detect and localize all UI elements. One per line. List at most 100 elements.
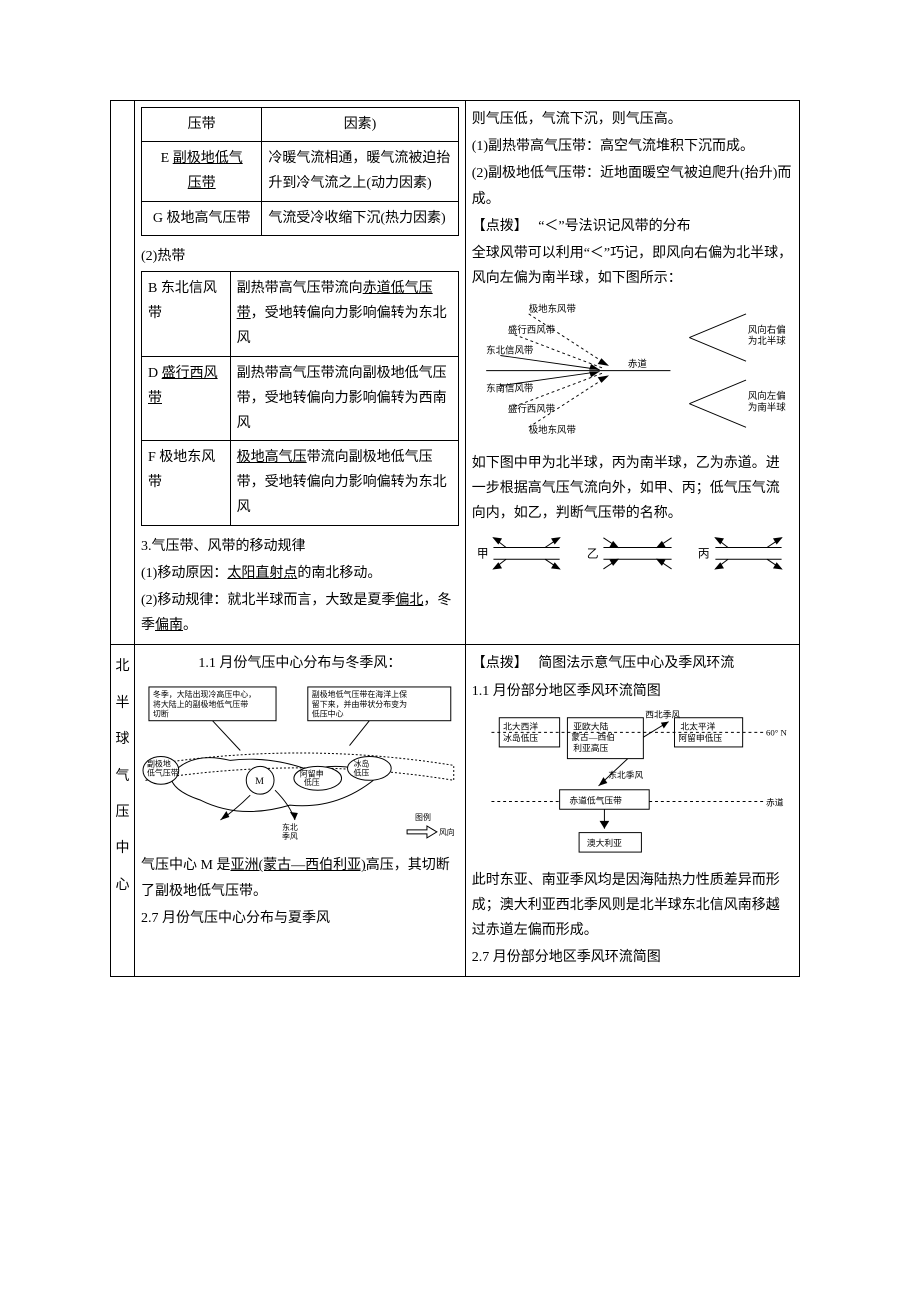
mv1-b: 的南北移动。 (297, 566, 381, 581)
rb-tip-title: 【点拨】 简图法示意气压中心及季风环流 (472, 651, 793, 676)
wd-equator: 赤道 (628, 358, 647, 370)
svg-text:冰岛低压: 冰岛低压 (503, 732, 538, 743)
pb-r2-u: 副极地低气 (173, 151, 243, 166)
cell-right-bottom: 【点拨】 简图法示意气压中心及季风环流 1.1 月份部分地区季风环流简图 北大西… (465, 645, 799, 977)
svg-text:极地东风带: 极地东风带 (528, 303, 575, 315)
lb-p2: 2.7 月份气压中心分布与夏季风 (141, 906, 459, 931)
svg-text:澳大利亚: 澳大利亚 (587, 837, 622, 848)
svg-text:低气压带: 低气压带 (147, 767, 179, 777)
rt-p2: (1)副热带高气压带：高空气流堆积下沉而成。 (472, 134, 793, 159)
row-pressure-wind: 压带 因素) E 副极地低气压带 冷暖气流相通，暖气流被迫抬升到冷气流之上(动力… (111, 101, 800, 645)
svg-text:乙: 乙 (587, 547, 599, 560)
rb-sub1: 1.1 月份部分地区季风环流简图 (472, 679, 793, 704)
wb-r1-a: 副热带高气压带流向 (237, 281, 363, 296)
cell-left-top: 压带 因素) E 副极地低气压带 冷暖气流相通，暖气流被迫抬升到冷气流之上(动力… (135, 101, 466, 645)
move-line2: (2)移动规律：就北半球而言，大致是夏季偏北，冬季偏南。 (141, 588, 459, 638)
mv1-a: (1)移动原因： (141, 566, 227, 581)
wb-r2-desc: 副热带高气压带流向副极地低气压带，受地转偏向力影响偏转为西南风 (230, 356, 458, 441)
rt-tip-body: 全球风带可以利用“＜”巧记，即风向右偏为北半球，风向左偏为南半球，如下图所示： (472, 241, 793, 291)
wb-r1-b: ，受地转偏向力影响偏转为东北风 (237, 306, 447, 346)
side-text: 北半球气压中心 (116, 659, 130, 892)
svg-text:图例: 图例 (415, 812, 431, 822)
side-label: 北半球气压中心 (111, 645, 135, 977)
winter-map-diagram: 冬季，大陆出现冷高压中心， 将大陆上的副极地低气压带 切断 副极地低气压带在海洋… (141, 681, 459, 850)
svg-text:盛行西风带: 盛行西风带 (508, 324, 555, 336)
outer-table: 压带 因素) E 副极地低气压带 冷暖气流相通，暖气流被迫抬升到冷气流之上(动力… (110, 100, 800, 977)
svg-text:风向左偏为南半球: 风向左偏为南半球 (748, 390, 786, 413)
wind-heading: (2)热带 (141, 244, 459, 269)
side-empty (111, 101, 135, 645)
wb-r3-desc: 极地高气压带流向副极地低气压带，受地转偏向力影响偏转为东北风 (230, 441, 458, 526)
svg-text:甲: 甲 (477, 547, 489, 560)
svg-text:极地东风带: 极地东风带 (528, 424, 575, 436)
pb-r2-name: E 副极地低气压带 (142, 142, 262, 201)
pressure-belt-table: 压带 因素) E 副极地低气压带 冷暖气流相通，暖气流被迫抬升到冷气流之上(动力… (141, 107, 459, 236)
pb-r3-cause: 气流受冷收缩下沉(热力因素) (262, 201, 458, 235)
cell-left-bottom: 1.1 月份气压中心分布与冬季风： 冬季，大陆出现冷高压中心， 将大陆上的副极地… (135, 645, 466, 977)
svg-text:切断: 切断 (153, 708, 169, 718)
rt-tip-title: 【点拨】 “＜”号法识记风带的分布 (472, 214, 793, 239)
lb-title: 1.1 月份气压中心分布与冬季风： (141, 651, 459, 676)
svg-text:风向: 风向 (439, 826, 455, 836)
svg-text:低压: 低压 (304, 777, 320, 787)
svg-text:冬季，大陆出现冷高压中心，: 冬季，大陆出现冷高压中心， (153, 688, 256, 698)
abc-diagram: 甲 乙 丙 (472, 530, 793, 579)
svg-text:盛行西风带: 盛行西风带 (508, 403, 555, 415)
svg-text:东北信风带: 东北信风带 (486, 345, 533, 357)
rt-p1: 则气压低，气流下沉，则气压高。 (472, 107, 793, 132)
svg-text:西北季风: 西北季风 (645, 708, 680, 719)
svg-text:利亚高压: 利亚高压 (573, 742, 608, 753)
wb-r1-desc: 副热带高气压带流向赤道低气压带，受地转偏向力影响偏转为东北风 (230, 271, 458, 356)
move-line1: (1)移动原因：太阳直射点的南北移动。 (141, 561, 459, 586)
row-pressure-center: 北半球气压中心 1.1 月份气压中心分布与冬季风： 冬季，大陆出现冷高压中心， … (111, 645, 800, 977)
svg-text:留下来，并由带状分布变为: 留下来，并由带状分布变为 (312, 698, 407, 708)
rb-sub2: 2.7 月份部分地区季风环流简图 (472, 945, 793, 970)
svg-text:北大西洋: 北大西洋 (503, 720, 538, 731)
wind-lt-diagram: 赤道 极地东风带 盛行西风带 东北信风带 东南信风带 盛行西风带 极地东风带 (472, 295, 793, 446)
pb-r1-name: 压带 (142, 108, 262, 142)
page-root: 压带 因素) E 副极地低气压带 冷暖气流相通，暖气流被迫抬升到冷气流之上(动力… (0, 0, 920, 1037)
svg-text:东南信风带: 东南信风带 (486, 383, 533, 395)
svg-text:低压中心: 低压中心 (312, 708, 344, 718)
svg-text:风向右偏为北半球: 风向右偏为北半球 (748, 324, 786, 347)
wb-r2-label: D 盛行西风带 (142, 356, 231, 441)
svg-text:阿留申: 阿留申 (300, 768, 324, 778)
pb-r2-u2: 压带 (188, 176, 216, 191)
rt-p4: 如下图中甲为北半球，丙为南半球，乙为赤道。进一步根据高气压气流向外，如甲、丙；低… (472, 451, 793, 527)
wb-r3-u: 极地高气压 (237, 450, 307, 465)
svg-text:东北: 东北 (282, 821, 298, 831)
mv2-c: 。 (183, 618, 197, 633)
cell-right-top: 则气压低，气流下沉，则气压高。 (1)副热带高气压带：高空气流堆积下沉而成。 (… (465, 101, 799, 645)
svg-text:冰岛: 冰岛 (353, 758, 369, 768)
wb-r3-label: F 极地东风带 (142, 441, 231, 526)
mv1-u: 太阳直射点 (227, 566, 297, 581)
svg-text:60° N: 60° N (766, 727, 787, 737)
rt-p3: (2)副极地低气压带：近地面暖空气被迫爬升(抬升)而成。 (472, 161, 793, 211)
svg-text:将大陆上的副极地低气压带: 将大陆上的副极地低气压带 (153, 698, 248, 708)
svg-text:北太平洋: 北太平洋 (680, 720, 715, 731)
lb-p1: 气压中心 M 是亚洲(蒙古—西伯利亚)高压，其切断了副极地低气压带。 (141, 853, 459, 903)
pb-r3-name: G 极地高气压带 (142, 201, 262, 235)
wb-r1-label: B 东北信风带 (142, 271, 231, 356)
svg-text:亚欧大陆: 亚欧大陆 (573, 720, 608, 731)
move-title: 3.气压带、风带的移动规律 (141, 534, 459, 559)
pb-r2-cause: 冷暖气流相通，暖气流被迫抬升到冷气流之上(动力因素) (262, 142, 458, 201)
wind-belt-table: B 东北信风带 副热带高气压带流向赤道低气压带，受地转偏向力影响偏转为东北风 D… (141, 271, 459, 526)
svg-text:赤道: 赤道 (766, 796, 784, 807)
lb-p1-a: 气压中心 M 是 (141, 858, 230, 873)
svg-text:副极地: 副极地 (147, 758, 171, 768)
svg-text:副极地低气压带在海洋上保: 副极地低气压带在海洋上保 (312, 688, 407, 698)
svg-text:丙: 丙 (698, 547, 710, 560)
mv2-a: (2)移动规律：就北半球而言，大致是夏季 (141, 593, 395, 608)
monsoon-diagram: 北大西洋冰岛低压 亚欧大陆蒙古—西伯利亚高压 北太平洋阿留申低压 60° N 西… (472, 708, 793, 864)
mv2-u1: 偏北 (395, 593, 423, 608)
svg-text:东北季风: 东北季风 (608, 769, 643, 780)
lb-p1-u: 亚洲(蒙古—西伯利亚) (230, 858, 365, 873)
pb-r1-cause: 因素) (262, 108, 458, 142)
rb-p1: 此时东亚、南亚季风均是因海陆热力性质差异而形成；澳大利亚西北季风则是北半球东北信… (472, 868, 793, 944)
svg-text:季风: 季风 (282, 830, 298, 840)
svg-text:低压: 低压 (353, 767, 369, 777)
svg-text:M: M (255, 776, 264, 787)
svg-text:阿留申低压: 阿留申低压 (678, 732, 722, 743)
svg-text:赤道低气压带: 赤道低气压带 (569, 794, 622, 805)
